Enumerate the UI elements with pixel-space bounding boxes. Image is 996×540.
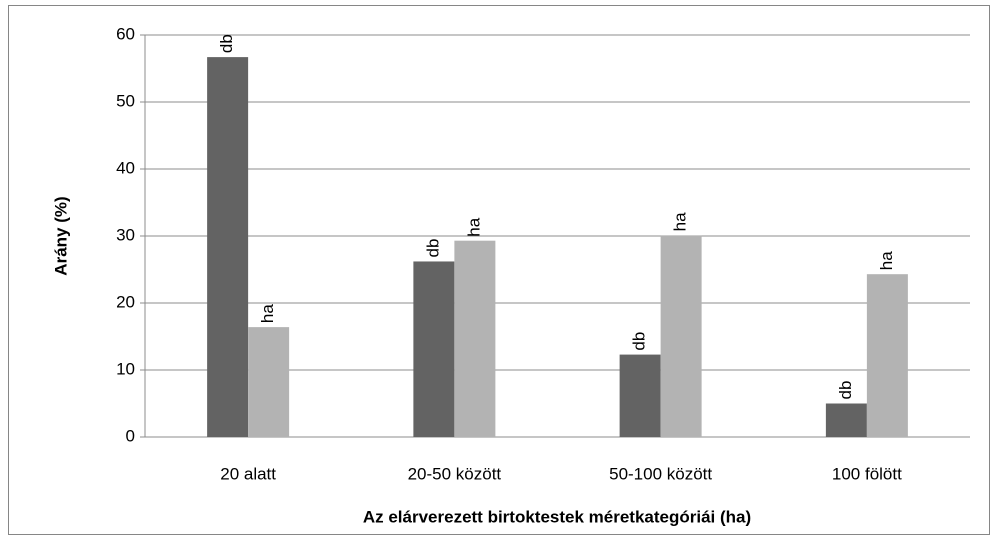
- x-axis-title: Az elárverezett birtoktestek méretkategó…: [363, 507, 751, 526]
- bar: [866, 274, 908, 437]
- bar: [454, 240, 496, 437]
- bar: [413, 261, 455, 437]
- y-tick-label: 50: [116, 91, 135, 110]
- bar: [660, 235, 702, 437]
- bar-label: ha: [464, 217, 483, 236]
- y-tick-label: 30: [116, 225, 135, 244]
- x-tick-label: 100 fölött: [832, 464, 902, 483]
- bar-label: ha: [671, 212, 690, 231]
- bar-label: db: [217, 34, 236, 53]
- y-tick-label: 20: [116, 292, 135, 311]
- x-tick-label: 50-100 között: [609, 464, 712, 483]
- bar-label: ha: [258, 304, 277, 323]
- bar-label: db: [836, 381, 855, 400]
- y-tick-label: 60: [116, 24, 135, 43]
- y-axis-title: Arány (%): [51, 196, 70, 275]
- bar-label: ha: [877, 251, 896, 270]
- bar-label: db: [630, 332, 649, 351]
- chart-frame: [8, 5, 990, 535]
- bar: [619, 354, 661, 437]
- y-tick-label: 0: [126, 426, 135, 445]
- y-tick-label: 40: [116, 158, 135, 177]
- bar: [207, 57, 249, 438]
- bar: [825, 403, 867, 437]
- x-tick-label: 20-50 között: [408, 464, 502, 483]
- bar-label: db: [423, 239, 442, 258]
- bar: [248, 327, 290, 437]
- y-tick-label: 10: [116, 359, 135, 378]
- x-tick-label: 20 alatt: [220, 464, 276, 483]
